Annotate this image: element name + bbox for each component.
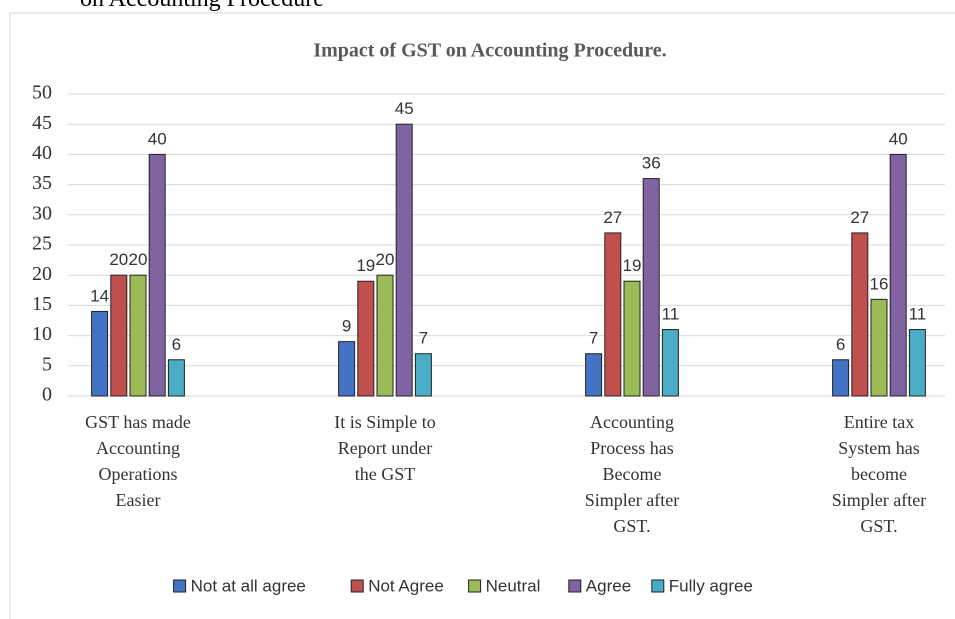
bar — [338, 341, 356, 397]
legend-swatch — [173, 579, 187, 593]
legend-swatch — [468, 579, 482, 593]
chart-frame — [9, 12, 955, 619]
legend-swatch — [651, 579, 665, 593]
bar — [110, 274, 128, 397]
bar — [357, 280, 375, 397]
value-label: 27 — [603, 208, 622, 227]
value-label: 40 — [148, 129, 167, 148]
legend-label: Not at all agree — [191, 576, 306, 595]
value-label: 20 — [376, 250, 395, 269]
y-tick-label: 35 — [32, 172, 52, 194]
value-label: 14 — [90, 286, 109, 305]
x-tick-label: Entire tax System has become Simpler aft… — [831, 412, 927, 536]
y-tick-label: 15 — [32, 293, 52, 315]
value-label: 9 — [342, 317, 351, 336]
value-label: 6 — [172, 335, 181, 354]
bar — [908, 329, 926, 397]
legend-swatch — [568, 579, 582, 593]
x-tick-label: It is Simple to Report under the GST — [334, 412, 436, 484]
legend-swatch — [350, 579, 364, 593]
y-tick-label: 50 — [32, 82, 52, 104]
y-tick-label: 45 — [32, 112, 52, 134]
value-label: 27 — [850, 208, 869, 227]
bar — [585, 353, 603, 397]
value-label: 11 — [662, 305, 680, 324]
legend-label: Not Agree — [368, 576, 444, 595]
y-tick-label: 20 — [32, 263, 52, 285]
x-tick-label: GST has made Accounting Operations Easie… — [85, 412, 191, 510]
y-tick-label: 10 — [32, 323, 52, 345]
bar — [642, 178, 660, 397]
legend-label: Fully agree — [669, 576, 753, 595]
bar — [604, 232, 622, 397]
value-label: 7 — [589, 329, 598, 348]
value-label: 36 — [642, 154, 661, 173]
bar — [167, 359, 185, 397]
bar — [414, 353, 432, 397]
bar — [832, 359, 850, 397]
bar — [129, 274, 147, 397]
y-tick-label: 5 — [42, 353, 52, 375]
value-label: 6 — [836, 335, 845, 354]
bar — [851, 232, 869, 397]
bar — [376, 274, 394, 397]
value-label: 19 — [623, 256, 642, 275]
bar — [661, 329, 679, 397]
bar — [870, 298, 888, 397]
y-tick-label: 0 — [42, 384, 52, 406]
legend-label: Agree — [586, 576, 631, 595]
x-tick-label: Accounting Process has Become Simpler af… — [584, 412, 680, 536]
y-tick-label: 25 — [32, 233, 52, 255]
value-label: 20 — [109, 250, 128, 269]
value-label: 45 — [395, 99, 414, 118]
legend-label: Neutral — [486, 576, 541, 595]
value-label: 7 — [419, 329, 428, 348]
y-tick-label: 30 — [32, 202, 52, 224]
value-label: 11 — [909, 305, 927, 324]
y-tick-label: 40 — [32, 142, 52, 164]
value-label: 16 — [870, 274, 889, 293]
value-label: 20 — [129, 250, 148, 269]
value-label: 19 — [356, 256, 375, 275]
bar — [889, 153, 907, 397]
bar — [395, 123, 413, 397]
chart-title: Impact of GST on Accounting Procedure. — [313, 40, 666, 62]
bar — [623, 280, 641, 397]
bar — [91, 310, 109, 397]
bar — [148, 153, 166, 397]
caption: on Accounting Procedure — [80, 0, 324, 12]
value-label: 40 — [889, 129, 908, 148]
